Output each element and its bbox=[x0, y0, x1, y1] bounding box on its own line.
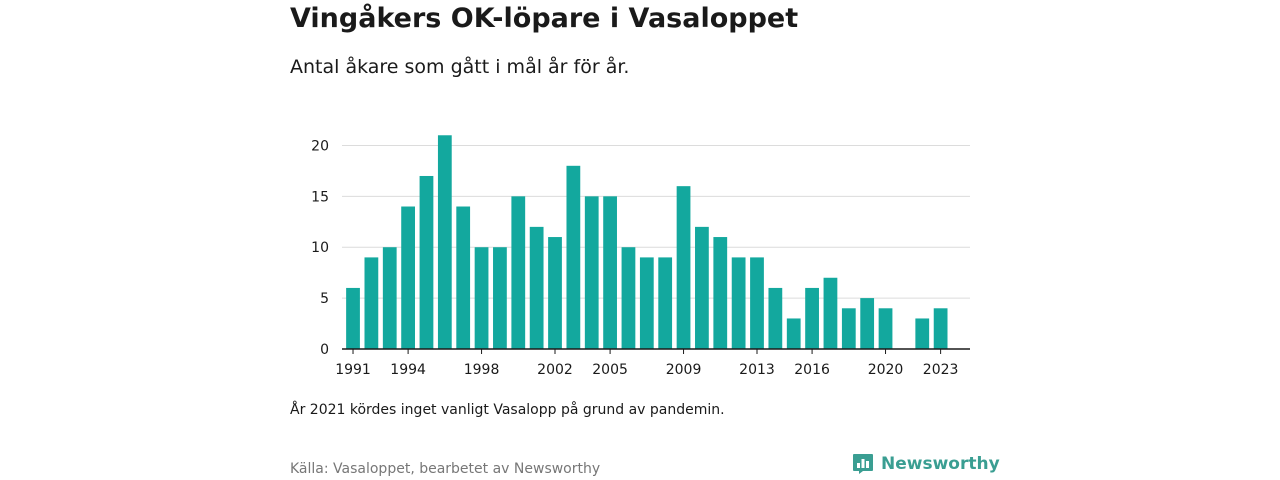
bar-2019 bbox=[860, 298, 875, 349]
bar-2012 bbox=[731, 257, 746, 349]
bar-1994 bbox=[401, 206, 415, 349]
bar-2010 bbox=[695, 226, 709, 349]
bar-2020 bbox=[878, 308, 893, 349]
bar-2002 bbox=[548, 237, 562, 349]
bar-1996 bbox=[437, 135, 452, 349]
brand-logo: Newsworthy bbox=[852, 453, 1000, 475]
y-tick-labels: 0 5 10 15 20 bbox=[311, 138, 329, 358]
bar-2006 bbox=[621, 247, 636, 349]
bar-2018 bbox=[841, 308, 856, 349]
x-tick-label-2002: 2002 bbox=[537, 362, 573, 378]
grid-lines bbox=[342, 144, 970, 299]
brand-name: Newsworthy bbox=[881, 454, 1000, 474]
bars bbox=[346, 135, 948, 349]
x-tick-label-1994: 1994 bbox=[390, 362, 426, 378]
axes bbox=[342, 348, 970, 354]
x-tick-label-2013: 2013 bbox=[739, 362, 775, 378]
bar-1992 bbox=[364, 257, 379, 349]
bar-2008 bbox=[658, 257, 673, 349]
bar-2001 bbox=[529, 226, 544, 349]
bar-1999 bbox=[493, 247, 507, 349]
bar-2005 bbox=[603, 196, 617, 349]
bar-2003 bbox=[566, 165, 581, 349]
bar-2009 bbox=[676, 186, 691, 349]
source-text: Källa: Vasaloppet, bearbetet av Newswort… bbox=[290, 461, 601, 477]
x-tick-label-2009: 2009 bbox=[666, 362, 702, 378]
y-tick-label-20: 20 bbox=[311, 138, 329, 154]
bar-chart-speech-bubble-icon bbox=[852, 453, 874, 475]
bar-2014 bbox=[768, 287, 783, 349]
x-tick-label-2020: 2020 bbox=[868, 362, 904, 378]
x-tick-label-2005: 2005 bbox=[592, 362, 628, 378]
x-tick-label-1998: 1998 bbox=[464, 362, 500, 378]
y-tick-label-0: 0 bbox=[320, 342, 329, 358]
bar-2023 bbox=[933, 308, 948, 349]
bar-2011 bbox=[713, 237, 728, 349]
chart-title: Vingåkers OK-löpare i Vasaloppet bbox=[290, 3, 799, 34]
bar-2004 bbox=[584, 196, 599, 349]
y-tick-label-15: 15 bbox=[311, 189, 329, 205]
x-tick-label-2016: 2016 bbox=[794, 362, 830, 378]
bar-1991 bbox=[346, 287, 360, 349]
bar-2015 bbox=[786, 318, 801, 349]
chart-subtitle: Antal åkare som gått i mål år för år. bbox=[290, 56, 630, 78]
y-tick-label-5: 5 bbox=[320, 291, 329, 307]
bar-2000 bbox=[511, 196, 526, 349]
footnote: År 2021 kördes inget vanligt Vasalopp på… bbox=[290, 402, 725, 418]
y-tick-label-10: 10 bbox=[311, 240, 329, 256]
x-tick-label-1991: 1991 bbox=[335, 362, 371, 378]
x-tick-labels: 1991 1994 1998 2002 2005 2009 2013 2016 2020 2023 bbox=[335, 362, 958, 378]
x-tick-label-2023: 2023 bbox=[923, 362, 959, 378]
bar-1998 bbox=[474, 247, 489, 349]
bar-2013 bbox=[750, 257, 764, 349]
bar-chart: 0 5 10 15 20 1991 1994 1998 2002 2005 2009 2013 201… bbox=[311, 135, 970, 378]
bar-2016 bbox=[805, 287, 819, 349]
bar-2007 bbox=[639, 257, 654, 349]
bar-1995 bbox=[419, 175, 434, 349]
bar-1997 bbox=[456, 206, 471, 349]
bar-2017 bbox=[823, 277, 838, 349]
bar-1993 bbox=[382, 247, 397, 349]
bar-2022 bbox=[915, 318, 930, 349]
